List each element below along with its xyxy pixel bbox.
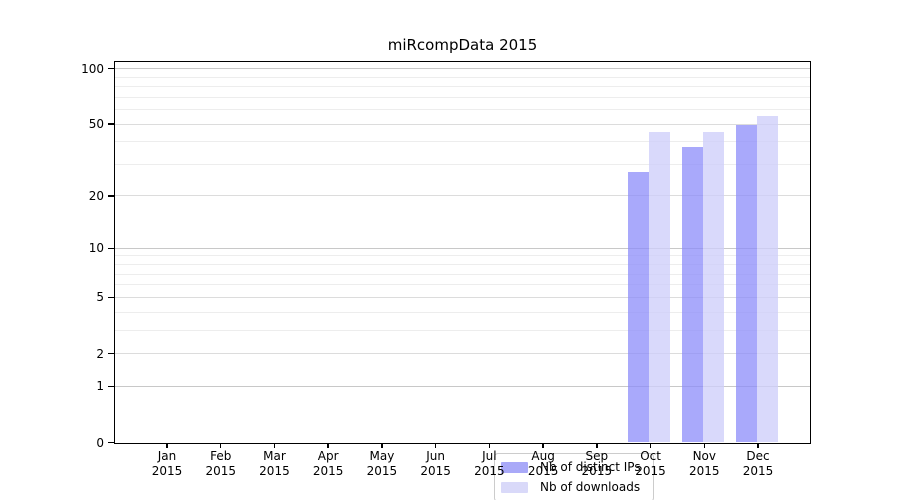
bar-downloads-nov bbox=[702, 131, 724, 442]
y-tick-mark bbox=[108, 352, 114, 355]
x-tick-mark bbox=[542, 444, 544, 448]
x-tick-label-dec: Dec 2015 bbox=[742, 449, 774, 478]
minor-gridline bbox=[115, 264, 810, 266]
minor-gridline bbox=[115, 329, 810, 331]
y-tick-label: 1 bbox=[96, 379, 104, 394]
minor-gridline bbox=[115, 255, 810, 257]
y-tick-mark bbox=[108, 441, 114, 444]
minor-gridline bbox=[115, 284, 810, 286]
x-tick-label-jul: Jul 2015 bbox=[474, 449, 505, 478]
bar-distinct-ips-dec bbox=[735, 125, 757, 442]
x-tick-mark bbox=[596, 444, 598, 448]
minor-gridline bbox=[115, 96, 810, 98]
x-tick-mark bbox=[488, 444, 491, 448]
y-tick-label: 2 bbox=[96, 346, 104, 361]
bar-downloads-dec bbox=[756, 115, 778, 442]
legend-swatch-distinct-ips-icon bbox=[501, 462, 528, 473]
x-tick-label-nov: Nov 2015 bbox=[689, 449, 720, 478]
major-gridline bbox=[115, 68, 810, 70]
minor-gridline bbox=[115, 109, 810, 111]
minor-gridline bbox=[115, 86, 810, 88]
mid-gridline bbox=[115, 296, 810, 298]
bar-downloads-oct bbox=[649, 131, 671, 442]
x-tick-label-oct: Oct 2015 bbox=[635, 449, 666, 478]
x-tick-mark bbox=[327, 444, 329, 448]
legend-swatch-downloads-icon bbox=[501, 482, 528, 493]
mid-gridline bbox=[115, 195, 810, 197]
legend-item-distinct-ips: Nb of distinct IPs bbox=[501, 460, 641, 475]
y-tick-label: 20 bbox=[88, 188, 104, 203]
mid-gridline bbox=[115, 353, 810, 354]
x-tick-mark bbox=[381, 444, 383, 448]
x-tick-mark bbox=[434, 444, 437, 448]
y-tick-mark bbox=[108, 195, 114, 197]
y-tick-mark bbox=[108, 123, 114, 125]
x-tick-label-feb: Feb 2015 bbox=[205, 449, 236, 478]
chart-title: miRcompData 2015 bbox=[387, 36, 538, 54]
x-tick-label-jun: Jun 2015 bbox=[420, 449, 451, 478]
y-tick-mark bbox=[108, 385, 114, 388]
x-tick-mark bbox=[703, 444, 706, 448]
major-gridline bbox=[115, 247, 810, 249]
x-tick-label-may: May 2015 bbox=[366, 449, 398, 478]
y-tick-mark bbox=[108, 67, 114, 70]
legend-label-downloads: Nb of downloads bbox=[540, 480, 641, 494]
mid-gridline bbox=[115, 123, 810, 125]
minor-gridline bbox=[115, 163, 810, 165]
bar-distinct-ips-nov bbox=[681, 147, 703, 442]
y-tick-label: 100 bbox=[81, 61, 104, 76]
y-tick-mark bbox=[108, 296, 114, 299]
y-tick-label: 5 bbox=[96, 290, 104, 305]
legend-label-distinct-ips: Nb of distinct IPs bbox=[540, 460, 641, 474]
minor-gridline bbox=[115, 273, 810, 275]
minor-gridline bbox=[115, 311, 810, 313]
x-tick-label-sep: Sep 2015 bbox=[581, 449, 613, 478]
major-gridline bbox=[115, 385, 810, 387]
minor-gridline bbox=[115, 141, 810, 143]
x-tick-mark bbox=[649, 444, 652, 448]
x-tick-mark bbox=[757, 444, 759, 448]
legend-item-downloads: Nb of downloads bbox=[501, 480, 641, 495]
bar-distinct-ips-oct bbox=[628, 172, 650, 442]
x-tick-label-aug: Aug 2015 bbox=[527, 449, 559, 478]
y-tick-mark bbox=[108, 247, 114, 250]
y-tick-label: 0 bbox=[96, 435, 104, 450]
x-tick-label-jan: Jan 2015 bbox=[151, 449, 183, 478]
minor-gridline bbox=[115, 76, 810, 78]
x-tick-label-apr: Apr 2015 bbox=[312, 449, 344, 478]
y-tick-label: 10 bbox=[88, 241, 104, 256]
y-tick-label: 50 bbox=[88, 117, 104, 132]
x-tick-mark bbox=[166, 444, 168, 448]
x-tick-mark bbox=[219, 444, 222, 448]
x-tick-label-mar: Mar 2015 bbox=[259, 449, 290, 478]
x-tick-mark bbox=[273, 444, 276, 448]
legend: Nb of distinct IPs Nb of downloads bbox=[494, 453, 654, 500]
plot-area: Nb of distinct IPs Nb of downloads bbox=[114, 61, 811, 500]
